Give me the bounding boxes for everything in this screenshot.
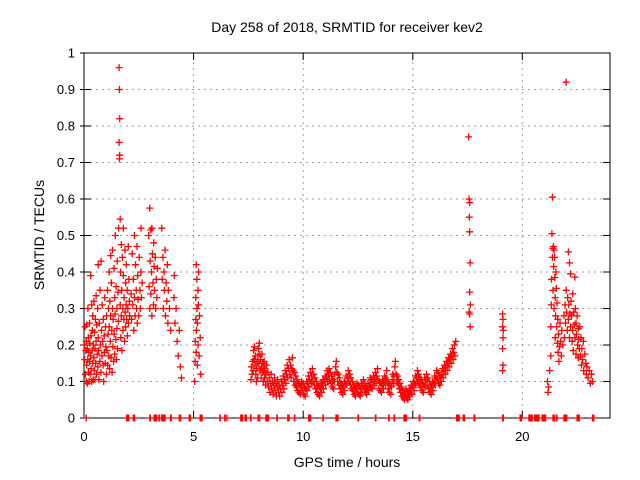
- svg-text:0.5: 0.5: [57, 228, 75, 243]
- svg-text:1: 1: [68, 46, 75, 61]
- axis-ticks: [80, 52, 610, 419]
- svg-text:0.9: 0.9: [57, 82, 75, 97]
- svg-text:0: 0: [68, 411, 75, 426]
- svg-text:0.7: 0.7: [57, 155, 75, 170]
- svg-text:0.8: 0.8: [57, 119, 75, 134]
- svg-text:20: 20: [515, 429, 529, 444]
- data-points-plus-markers: [80, 64, 598, 422]
- svg-text:0.4: 0.4: [57, 265, 75, 280]
- svg-text:0.3: 0.3: [57, 301, 75, 316]
- svg-text:0.1: 0.1: [57, 374, 75, 389]
- tick-labels: 0 5 10 15 20 0 0.1 0.2 0.3 0.4 0.5 0.6 0.7 0.8 0.9 1: [57, 46, 530, 445]
- svg-text:0.2: 0.2: [57, 338, 75, 353]
- x-axis-label: GPS time / hours: [293, 454, 401, 470]
- chart-title: Day 258 of 2018, SRMTID for receiver kev…: [211, 19, 483, 35]
- svg-text:0.6: 0.6: [57, 192, 75, 207]
- grid-lines: [84, 53, 610, 418]
- svg-text:10: 10: [296, 429, 310, 444]
- svg-text:0: 0: [80, 429, 87, 444]
- svg-text:15: 15: [406, 429, 420, 444]
- svg-text:5: 5: [190, 429, 197, 444]
